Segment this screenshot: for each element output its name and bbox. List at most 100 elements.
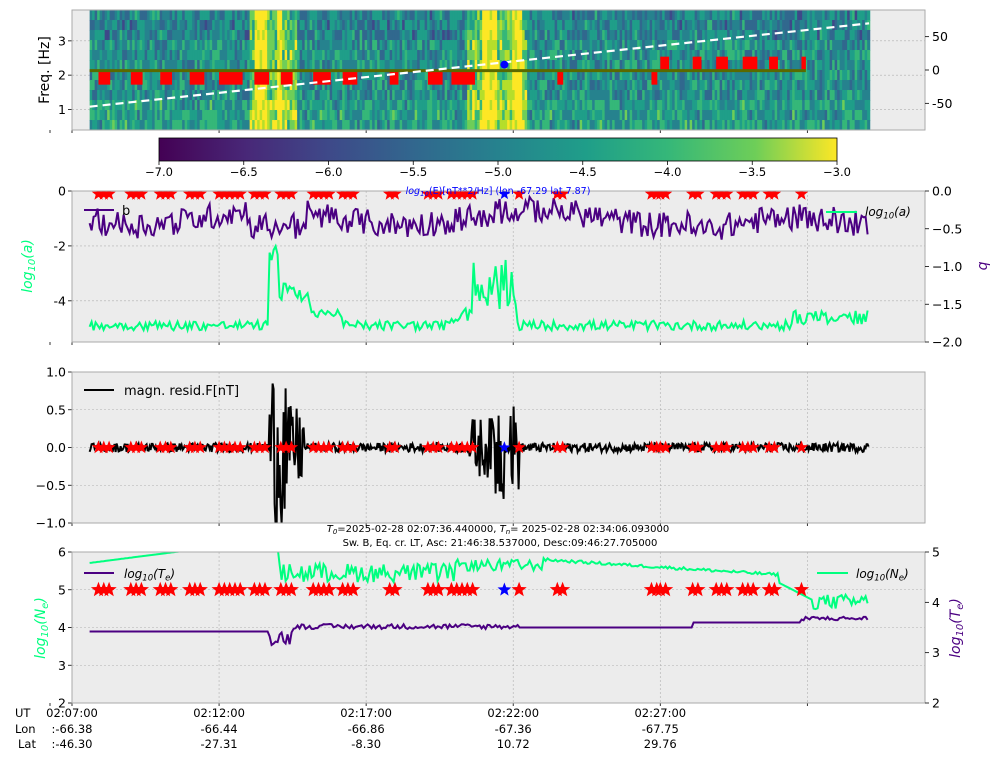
heatmap-cell [387,30,391,41]
heatmap-cell [602,50,606,61]
heatmap-cell [672,120,676,130]
y2-tick-label: 0.0 [932,184,952,199]
heatmap-cell [844,90,848,101]
event-star [720,440,734,454]
heatmap-cell [272,110,276,121]
heatmap-cell [419,10,423,21]
heatmap-cell [354,80,358,91]
heatmap-cell [454,80,458,91]
heatmap-cell [732,90,736,101]
heatmap-cell [284,110,288,121]
heatmap-cell [259,80,263,91]
heatmap-cell [662,120,666,130]
heatmap-cell [859,60,863,71]
heatmap-cell [822,50,826,61]
heatmap-cell [614,90,618,101]
heatmap-cell [217,90,221,101]
heatmap-cell [704,50,708,61]
heatmap-cell [287,120,291,130]
heatmap-cell [374,90,378,101]
heatmap-cell [444,40,448,51]
heatmap-cell [822,20,826,31]
heatmap-cell [524,30,528,41]
heatmap-cell [119,90,123,101]
heatmap-cell [719,50,723,61]
heatmap-cell [334,90,338,101]
y2-tick-label: 3 [932,645,940,660]
heatmap-cell [667,30,671,41]
heatmap-cell [309,60,313,71]
heatmap-cell [427,40,431,51]
heatmap-cell [532,100,536,111]
heatmap-cell [819,50,823,61]
heatmap-cell [254,10,258,21]
heatmap-cell [564,50,568,61]
heatmap-cell [307,100,311,111]
heatmap-cell [339,20,343,31]
heatmap-cell [589,110,593,121]
heatmap-cell [152,120,156,130]
heatmap-cell [199,80,203,91]
heatmap-cell [654,10,658,21]
heatmap-cell [762,90,766,101]
heatmap-cell [184,120,188,130]
heatmap-cell [829,40,833,51]
heatmap-cell [507,100,511,111]
heatmap-cell [844,70,848,81]
event-star [658,581,674,597]
legend-log-ne: log10(Ne) [817,567,909,584]
heatmap-cell [207,50,211,61]
heatmap-cell [642,120,646,130]
heatmap-cell [157,10,161,21]
heatmap-cell [839,50,843,61]
heatmap-cell [182,60,186,71]
heatmap-cell [597,90,601,101]
heatmap-cell [172,90,176,101]
heatmap-cell [384,120,388,130]
heatmap-cell [712,120,716,130]
heatmap-cell [372,10,376,21]
heatmap-cell [309,80,313,91]
heatmap-cell [302,30,306,41]
heatmap-cell [199,90,203,101]
heatmap-cell [322,90,326,101]
heatmap-cell [639,40,643,51]
event-star [644,440,659,454]
heatmap-cell [387,120,391,130]
heatmap-cell [657,30,661,41]
heatmap-cell [137,90,141,101]
heatmap-cell [167,60,171,71]
event-star [550,440,564,454]
heatmap-cell [727,90,731,101]
heatmap-cell [257,110,261,121]
heatmap-cell [787,20,791,31]
heatmap-cell [777,80,781,91]
heatmap-cell [782,50,786,61]
heatmap-cell [487,40,491,51]
heatmap-cell [604,20,608,31]
heatmap-cell [802,110,806,121]
heatmap-cell [662,30,666,41]
heatmap-cell [789,70,793,81]
heatmap-cell [314,10,318,21]
heatmap-cell [694,70,698,81]
event-star [793,581,810,597]
heatmap-cell [394,120,398,130]
event-star [321,581,337,597]
heatmap-cell [287,10,291,21]
heatmap-cell [279,80,283,91]
heatmap-cell [682,120,686,130]
heatmap-cell [599,50,603,61]
heatmap-cell [117,10,121,21]
heatmap-cell [292,110,296,121]
heatmap-cell [299,60,303,71]
heatmap-cell [134,50,138,61]
heatmap-cell [277,100,281,111]
heatmap-cell [329,120,333,130]
heatmap-cell [162,90,166,101]
heatmap-cell [89,80,93,91]
heatmap-cell [509,60,513,71]
heatmap-cell [399,110,403,121]
heatmap-cell [229,110,233,121]
heatmap-cell [602,60,606,71]
